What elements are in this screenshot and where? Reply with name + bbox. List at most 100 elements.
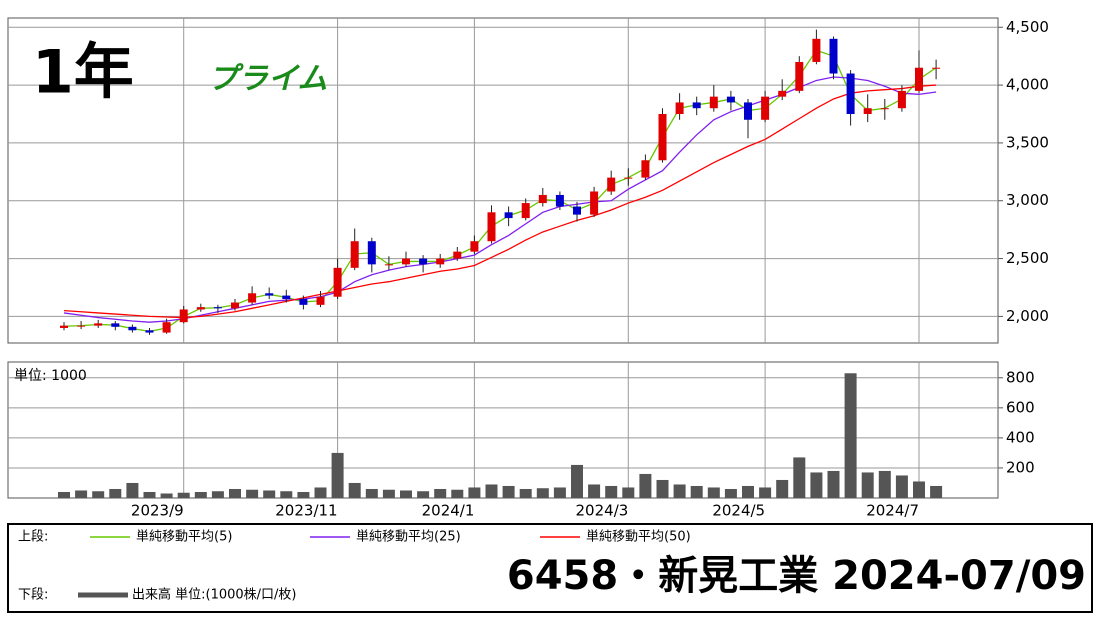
volume-bar [502, 485, 515, 498]
candle-body [915, 67, 923, 91]
volume-bar [126, 482, 139, 498]
volume-bar [246, 489, 259, 498]
candle-body [282, 295, 291, 300]
candle-body [231, 302, 239, 309]
legend-label: 出来高 単位:(1000株/口/枚) [132, 587, 297, 603]
volume-bar [759, 487, 772, 498]
volume-bar [553, 487, 566, 498]
x-tick-label: 2023/11 [275, 502, 337, 520]
candle-body [60, 325, 68, 328]
candle-body [248, 293, 257, 303]
chart-title: 6458・新晃工業 2024-07/09 [507, 553, 1086, 599]
volume-unit: 単位: 1000 [14, 368, 87, 384]
volume-bar [776, 479, 789, 498]
volume-bar [724, 488, 737, 498]
volume-bar [331, 452, 344, 498]
volume-bar [451, 489, 464, 498]
volume-bar [793, 457, 806, 498]
volume-bar [690, 485, 703, 498]
volume-bar [75, 490, 88, 498]
candle-body [333, 267, 342, 297]
candle-body [487, 212, 496, 242]
volume-bar [536, 488, 549, 498]
volume-bar [930, 485, 943, 498]
volume-bar [229, 488, 241, 498]
candle-body [607, 177, 616, 192]
candle-body [590, 191, 599, 215]
candle-body [367, 241, 376, 265]
plot [58, 29, 943, 498]
volume-bar [485, 484, 498, 498]
volume-bar [707, 487, 720, 498]
candle-body [709, 96, 718, 109]
candle-body [521, 203, 530, 219]
candle-body [162, 322, 171, 333]
candle-body [778, 90, 787, 97]
candle-body [470, 241, 479, 252]
volume-bar [160, 493, 173, 498]
volume-bar [400, 490, 412, 498]
candle-body [555, 194, 564, 207]
volume-bar [519, 488, 532, 498]
moving-average-line [63, 49, 937, 333]
volume-bar [143, 491, 156, 498]
volume-bar [844, 373, 857, 498]
volume-bar [382, 489, 395, 498]
x-tick-label: 2023/9 [131, 502, 184, 520]
candle-body [829, 38, 838, 74]
candle-body [726, 96, 735, 103]
candle-body [316, 296, 325, 305]
candle-body [641, 160, 650, 178]
y-tick-label: 4,500 [1006, 18, 1049, 36]
volume-bar [194, 491, 207, 498]
candle-body [111, 323, 120, 327]
y-tick-label: 3,000 [1006, 191, 1049, 209]
y2-tick-label: 200 [1006, 458, 1035, 476]
x-tick-label: 2024/1 [422, 502, 475, 520]
y-tick-label: 2,000 [1006, 307, 1049, 325]
y-tick-label: 2,500 [1006, 249, 1049, 267]
candle-body [863, 108, 872, 114]
y2-tick-label: 400 [1006, 428, 1035, 446]
volume-bar [605, 485, 618, 498]
candle-body [897, 90, 906, 109]
legend-box [7, 523, 1093, 613]
candle-body [504, 212, 513, 219]
candle-body [419, 258, 428, 265]
y2-tick-label: 800 [1006, 368, 1035, 386]
volume-bar [588, 484, 601, 498]
volume-bar [109, 488, 122, 498]
volume-bar [348, 482, 361, 498]
volume-bar [211, 491, 224, 498]
candle-body [932, 67, 941, 69]
volume-bar [417, 491, 430, 498]
candle-body [436, 258, 445, 265]
candle-body [77, 325, 86, 327]
candle-body [538, 194, 547, 204]
volume-bar [639, 473, 652, 498]
legend-label: 単純移動平均(50) [586, 529, 691, 545]
x-tick-label: 2024/3 [576, 502, 629, 520]
volume-bar [861, 472, 874, 498]
volume-bar [742, 485, 754, 498]
candle-body [265, 293, 274, 296]
candle-body [213, 307, 222, 309]
volume-bar [571, 464, 583, 498]
market-label: プライム [208, 62, 327, 97]
x-tick-label: 2024/5 [712, 502, 765, 520]
volume-bar [434, 488, 447, 498]
volume-bar [913, 481, 925, 498]
volume-bar [622, 487, 635, 498]
candle-body [624, 177, 633, 179]
volume-bar [827, 470, 840, 498]
volume-bar [673, 484, 686, 498]
volume-bar [468, 487, 481, 498]
candle-body [453, 251, 462, 259]
candle-body [128, 326, 137, 331]
volume-bar [58, 491, 70, 498]
candle-body [795, 61, 804, 91]
candle-body [350, 241, 359, 268]
candle-body [573, 206, 581, 215]
candle-body [299, 299, 308, 305]
